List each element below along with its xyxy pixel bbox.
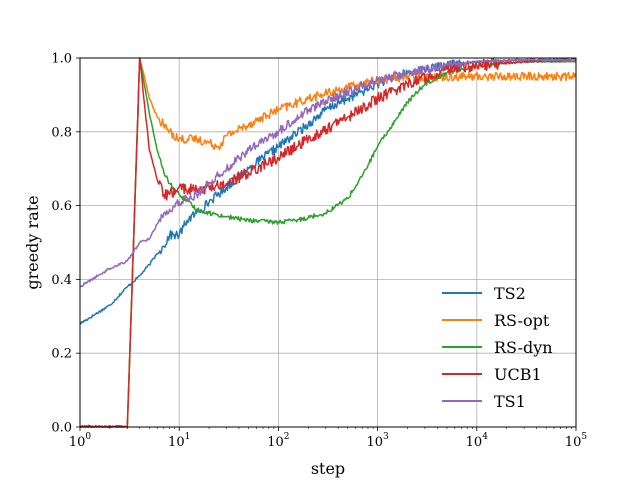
y-tick-label: 0.6 (51, 199, 72, 214)
y-tick-label: 0.4 (51, 273, 72, 288)
series-layer (79, 57, 577, 428)
x-tick-label: 105 (565, 432, 588, 450)
plot-frame (79, 57, 577, 428)
y-axis-label: greedy rate (23, 195, 42, 289)
x-tick-label: 100 (69, 432, 92, 450)
x-axis-label: step (311, 459, 345, 478)
y-tick-label: 0.0 (51, 421, 72, 436)
legend-label: UCB1 (494, 365, 542, 384)
y-tick-label: 1.0 (51, 52, 72, 67)
series-line-rs-opt (80, 57, 577, 428)
x-tick-label: 103 (366, 432, 389, 450)
series-line-ts1 (79, 58, 576, 288)
legend-label: RS-dyn (494, 338, 553, 357)
y-tick-label: 0.8 (51, 125, 72, 140)
x-tick-label: 102 (267, 432, 289, 450)
y-tick-label: 0.2 (51, 347, 72, 362)
legend-label: TS1 (494, 392, 526, 411)
legend-label: RS-opt (494, 311, 550, 330)
x-tick-label: 101 (168, 432, 190, 450)
legend: TS2 RS-opt RS-dyn UCB1 TS1 (442, 284, 553, 411)
legend-label: TS2 (494, 284, 526, 303)
ticks: 100 101 102 103 104 105 0.0 0.2 0.4 0.6 0.8 1.0 (51, 52, 587, 451)
x-tick-label: 104 (466, 432, 489, 450)
